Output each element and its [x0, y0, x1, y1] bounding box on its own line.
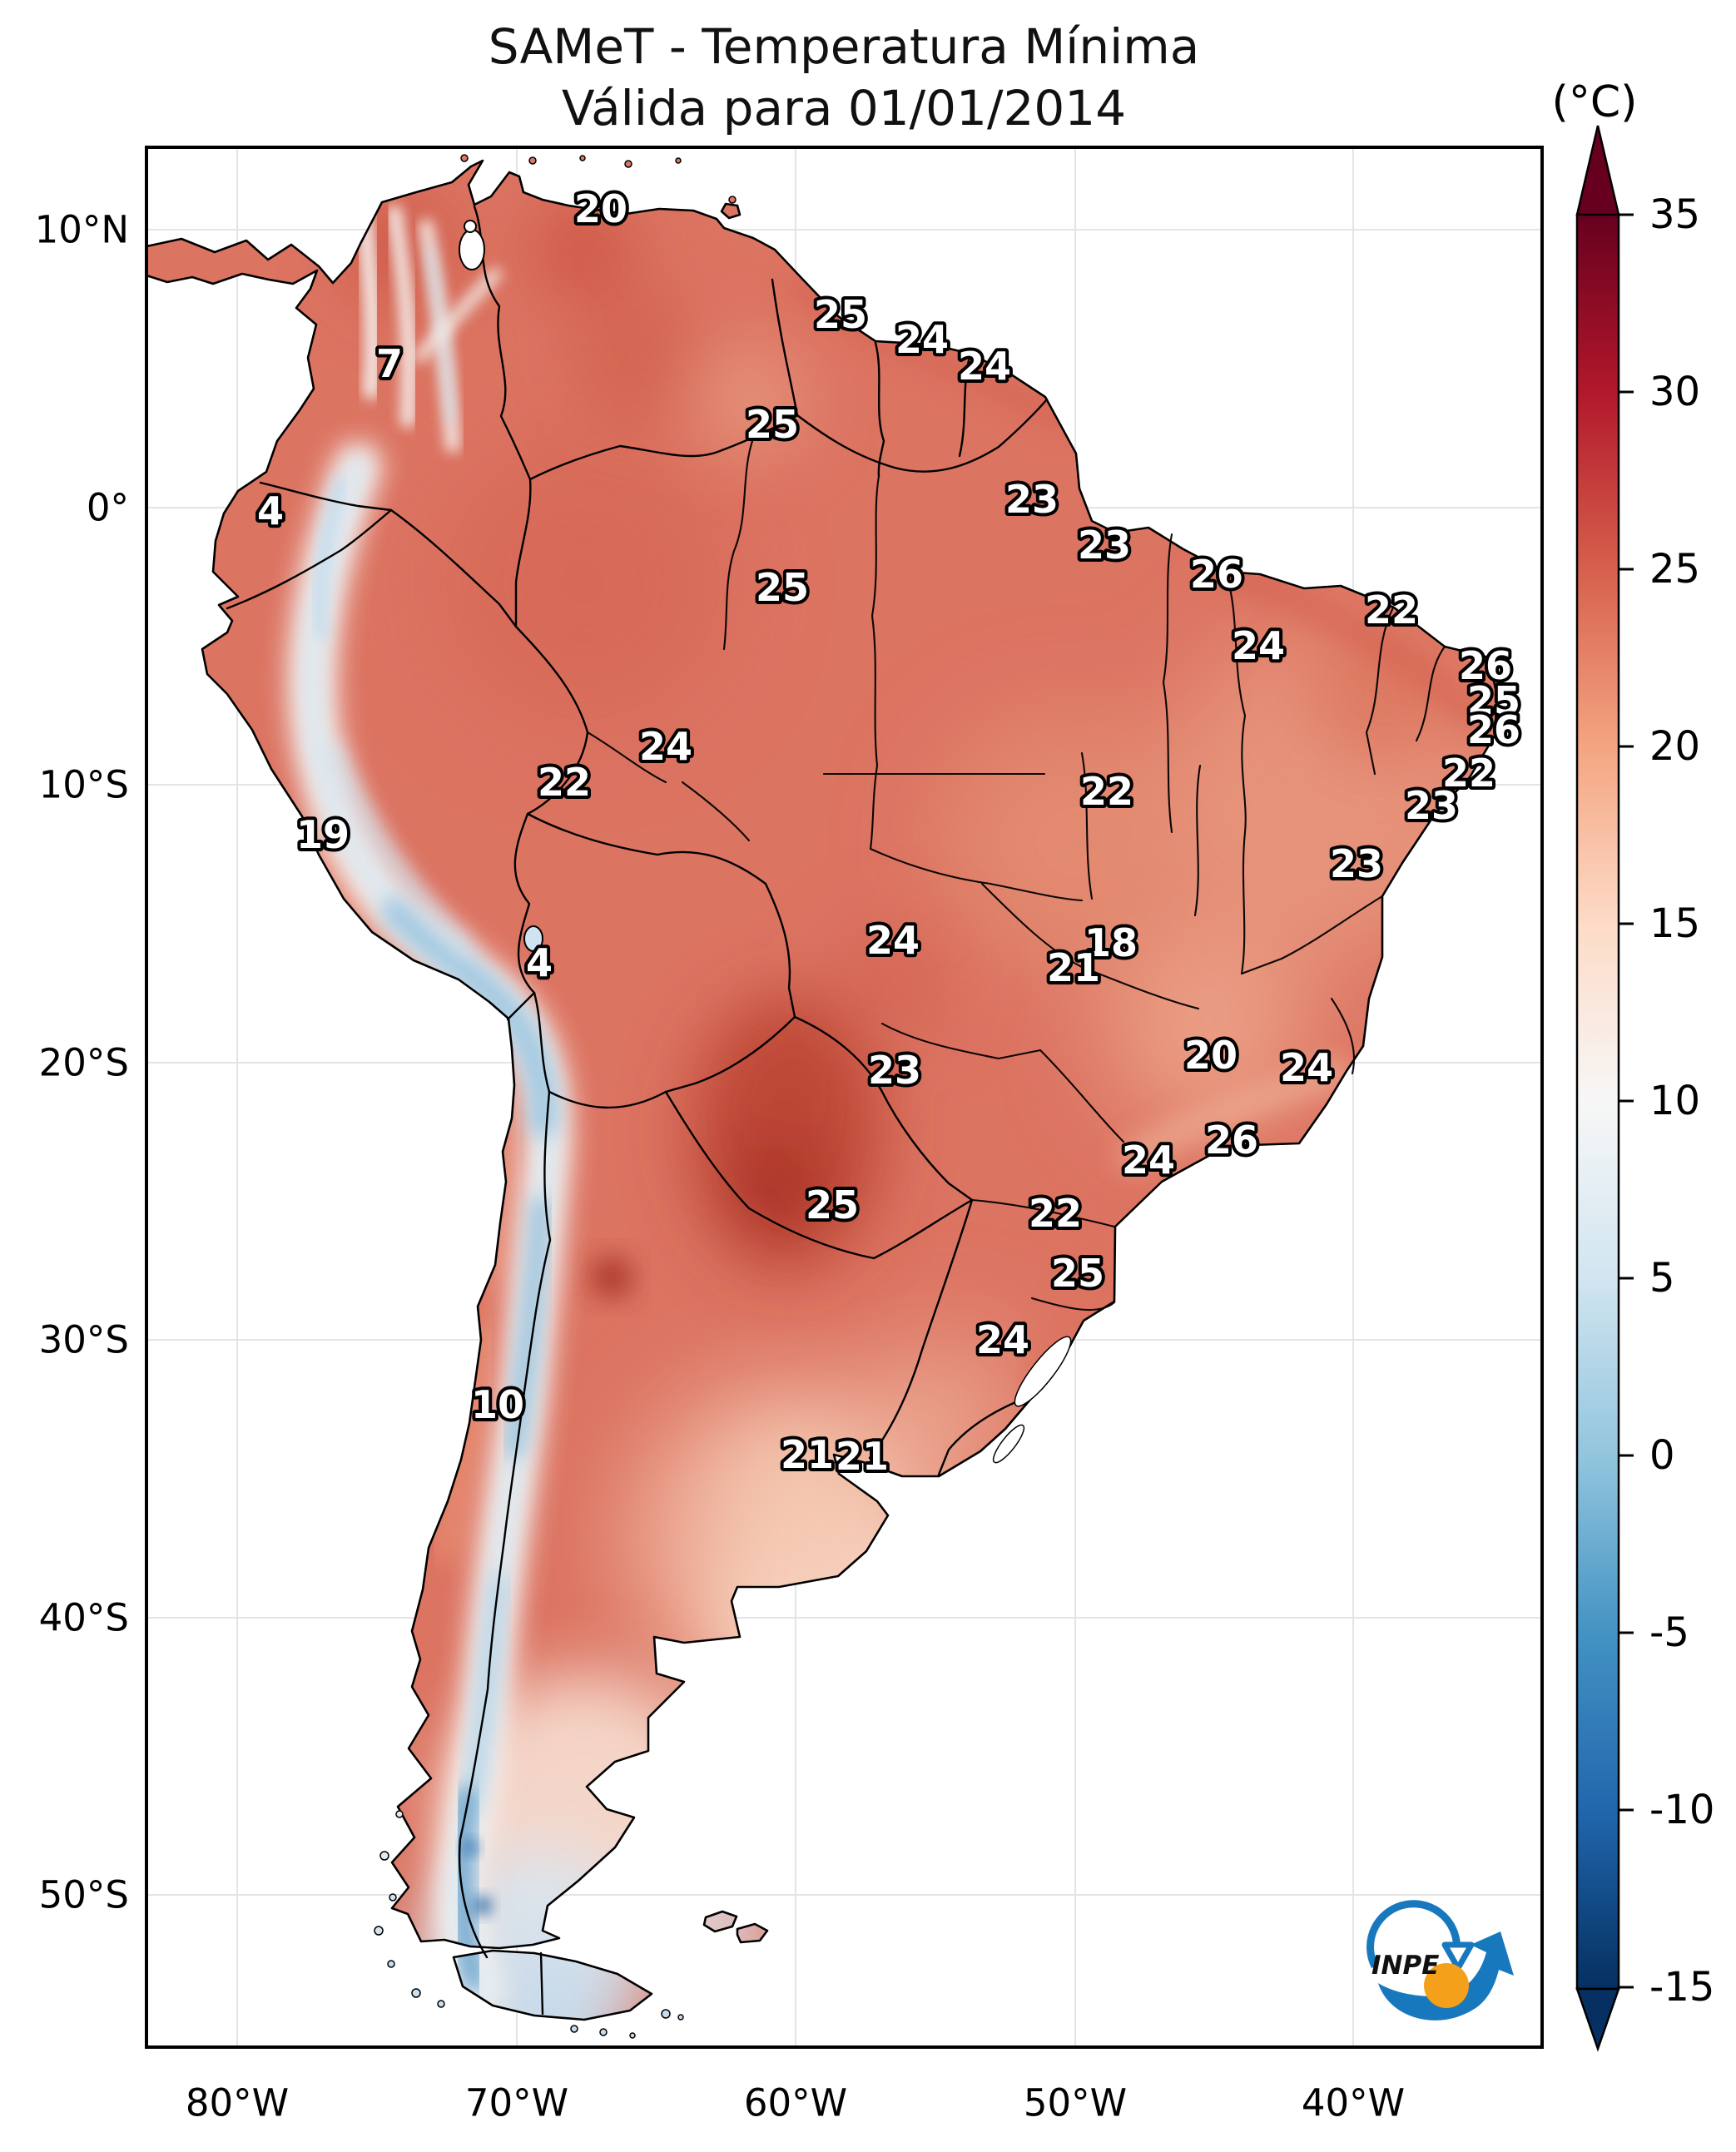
station-temperature-label: 24 [1280, 1045, 1333, 1090]
station-temperature-label: 23 [1078, 523, 1131, 568]
lat-tick-label: 40°S [39, 1596, 129, 1640]
station-temperature-label: 10 [471, 1382, 524, 1427]
station-temperature-label: 24 [1122, 1138, 1175, 1183]
station-temperature-label: 26 [1459, 643, 1512, 688]
colorbar: 35 30 25 20 15 10 5 0 -5 -10 -15 (°C) [1552, 77, 1714, 2052]
lon-tick-label: 70°W [465, 2081, 568, 2125]
map-frame [145, 146, 1544, 2049]
station-temperature-label: 20 [1184, 1033, 1238, 1078]
lakes [459, 220, 1072, 1464]
station-temperature-label: 25 [746, 402, 799, 447]
country-borders [226, 205, 1049, 2016]
colorbar-tick-label: 5 [1649, 1255, 1675, 1302]
inpe-logo-text: INPE [1371, 1951, 1439, 1981]
lat-tick-label: 10°N [35, 208, 129, 252]
station-temperature-label: 7 [376, 341, 403, 386]
inpe-logo-swoosh-arrow [1378, 1931, 1514, 2021]
colorbar-ticks: 35 30 25 20 15 10 5 0 -5 -10 -15 [1619, 191, 1714, 2011]
inpe-logo-orange-dot [1424, 1963, 1469, 2008]
inpe-logo-spiral-arc [1366, 1900, 1461, 1969]
colorbar-tick-label: 15 [1649, 900, 1700, 947]
lat-tick-label: 10°S [39, 763, 129, 807]
lat-tick-label: 20°S [39, 1041, 129, 1085]
station-temperature-label: 26 [1467, 707, 1520, 752]
station-temperature-label: 21 [836, 1434, 889, 1479]
lon-tick-label: 80°W [186, 2081, 289, 2125]
station-temperature-label: 22 [1029, 1191, 1082, 1236]
station-temperature-label: 19 [296, 812, 350, 857]
station-temperature-label: 4 [526, 940, 553, 985]
colorbar-tick-label: 35 [1649, 191, 1700, 238]
station-temperature-label: 25 [806, 1183, 859, 1227]
station-temperature-label: 18 [1084, 920, 1138, 965]
andes-band [288, 198, 573, 2017]
station-temperature-label: 22 [538, 760, 591, 805]
station-temperature-label: 23 [1330, 841, 1383, 886]
lat-tick-label: 30°S [39, 1318, 129, 1362]
lon-tick-label: 50°W [1024, 2081, 1127, 2125]
station-temperature-label: 25 [1467, 678, 1520, 723]
colorbar-tick-label: -10 [1649, 1787, 1714, 1833]
station-temperature-label: 23 [1405, 783, 1458, 828]
station-temperature-label: 21 [781, 1432, 834, 1477]
station-temperature-label: 25 [814, 292, 867, 337]
station-temperature-label: 24 [895, 317, 949, 362]
colorbar-extend-top [1575, 125, 1620, 216]
figure-title-line2: Válida para 01/01/2014 [562, 80, 1126, 136]
station-temperature-label: 26 [1205, 1118, 1258, 1163]
station-temperature-label: 26 [1190, 552, 1243, 597]
axis-tick-labels: 10°N 0° 10°S 20°S 30°S 40°S 50°S 80°W 70°W 60°W 50… [35, 208, 1406, 2125]
station-temperature-label: 20 [574, 186, 627, 231]
colorbar-extend-bottom [1575, 1987, 1620, 2052]
lon-tick-label: 40°W [1302, 2081, 1405, 2125]
colorbar-tick-label: 20 [1649, 723, 1700, 770]
station-temperature-label: 25 [1051, 1251, 1104, 1296]
colorbar-tick-label: 30 [1649, 369, 1700, 415]
colorbar-tick-label: 0 [1649, 1432, 1675, 1479]
inpe-logo: INPE [1366, 1900, 1514, 2021]
landmass [145, 159, 1499, 2021]
station-temperature-label: 24 [866, 918, 920, 963]
station-temperature-label: 24 [639, 724, 692, 769]
station-temperature-label: 22 [1442, 751, 1495, 796]
station-temperature-label: 24 [958, 344, 1011, 389]
station-temperature-label: 22 [1080, 769, 1133, 814]
station-temperature-label: 24 [1232, 623, 1285, 668]
station-temperature-label: 23 [868, 1048, 921, 1093]
station-temperature-label: 22 [1365, 588, 1418, 632]
colorbar-tick-label: 25 [1649, 546, 1700, 593]
island-specks [374, 154, 737, 2039]
colorbar-tick-label: -15 [1649, 1964, 1714, 2011]
station-temperature-label: 4 [257, 488, 284, 533]
station-temperature-label: 24 [976, 1317, 1029, 1362]
colorbar-unit-label: (°C) [1552, 77, 1638, 127]
lon-tick-label: 60°W [744, 2081, 847, 2125]
lat-tick-label: 50°S [39, 1873, 129, 1917]
temperature-shading [288, 196, 1497, 2020]
station-temperature-label: 25 [756, 565, 809, 610]
station-temperature-label: 23 [1005, 477, 1059, 522]
colorbar-gradient-bar [1575, 213, 1620, 1991]
inpe-logo-down-arrow [1441, 1941, 1475, 1971]
lat-tick-label: 0° [87, 486, 129, 530]
figure-title-line1: SAMeT - Temperatura Mínima [489, 18, 1200, 75]
state-borders [586, 437, 1446, 1312]
station-temperature-label: 21 [1047, 945, 1100, 990]
colorbar-tick-label: 10 [1649, 1078, 1700, 1124]
colorbar-tick-label: -5 [1649, 1609, 1689, 1656]
